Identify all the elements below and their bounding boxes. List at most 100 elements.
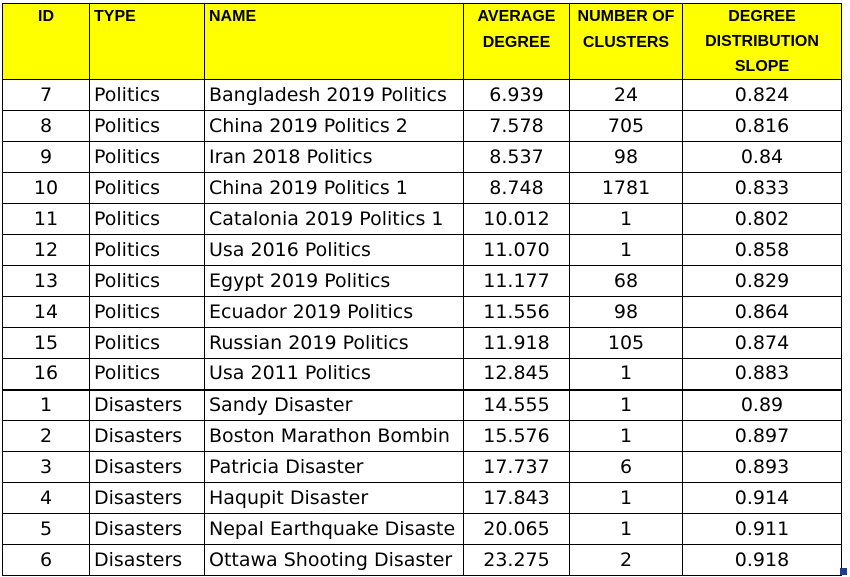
cell-type[interactable]: Politics [89,296,205,328]
cell-average-degree[interactable]: 20.065 [463,513,570,545]
cell-type[interactable]: Politics [89,79,205,111]
cell-type[interactable]: Politics [89,327,205,359]
cell-slope[interactable]: 0.802 [682,203,842,235]
cell-name[interactable]: Haqupit Disaster [204,482,464,514]
cell-name[interactable]: Nepal Earthquake Disaste [204,513,464,545]
cell-name[interactable]: Ottawa Shooting Disaster [204,544,464,576]
cell-clusters[interactable]: 6 [569,451,683,483]
cell-clusters[interactable]: 98 [569,296,683,328]
cell-id[interactable]: 11 [2,203,90,235]
cell-average-degree[interactable]: 11.918 [463,327,570,359]
cell-name[interactable]: China 2019 Politics 2 [204,110,464,142]
header-number-of-clusters[interactable]: NUMBER OF CLUSTERS [569,3,683,80]
cell-clusters[interactable]: 1781 [569,172,683,204]
cell-id[interactable]: 8 [2,110,90,142]
cell-id[interactable]: 7 [2,79,90,111]
cell-slope[interactable]: 0.883 [682,358,842,390]
cell-name[interactable]: Egypt 2019 Politics [204,265,464,297]
cell-slope[interactable]: 0.864 [682,296,842,328]
cell-type[interactable]: Politics [89,265,205,297]
cell-type[interactable]: Disasters [89,513,205,545]
cell-average-degree[interactable]: 17.737 [463,451,570,483]
cell-clusters[interactable]: 24 [569,79,683,111]
cell-average-degree[interactable]: 6.939 [463,79,570,111]
cell-id[interactable]: 1 [2,388,90,421]
cell-slope[interactable]: 0.897 [682,420,842,452]
header-average-degree[interactable]: AVERAGE DEGREE [463,3,570,80]
cell-id[interactable]: 3 [2,451,90,483]
cell-average-degree[interactable]: 8.748 [463,172,570,204]
header-type[interactable]: TYPE [89,3,205,80]
cell-name[interactable]: Russian 2019 Politics [204,327,464,359]
cell-type[interactable]: Politics [89,203,205,235]
cell-name[interactable]: Usa 2016 Politics [204,234,464,266]
cell-slope[interactable]: 0.833 [682,172,842,204]
cell-clusters[interactable]: 68 [569,265,683,297]
cell-name[interactable]: China 2019 Politics 1 [204,172,464,204]
cell-slope[interactable]: 0.858 [682,234,842,266]
cell-average-degree[interactable]: 8.537 [463,141,570,173]
cell-clusters[interactable]: 1 [569,513,683,545]
cell-type[interactable]: Disasters [89,482,205,514]
cell-average-degree[interactable]: 11.556 [463,296,570,328]
cell-average-degree[interactable]: 11.177 [463,265,570,297]
cell-slope[interactable]: 0.874 [682,327,842,359]
cell-id[interactable]: 14 [2,296,90,328]
cell-type[interactable]: Politics [89,141,205,173]
cell-name[interactable]: Patricia Disaster [204,451,464,483]
cell-id[interactable]: 2 [2,420,90,452]
cell-slope[interactable]: 0.893 [682,451,842,483]
cell-average-degree[interactable]: 10.012 [463,203,570,235]
cell-type[interactable]: Disasters [89,544,205,576]
header-name[interactable]: NAME [204,3,464,80]
cell-clusters[interactable]: 1 [569,482,683,514]
cell-average-degree[interactable]: 14.555 [463,388,570,421]
cell-name[interactable]: Iran 2018 Politics [204,141,464,173]
cell-average-degree[interactable]: 23.275 [463,544,570,576]
cell-slope[interactable]: 0.918 [682,544,842,576]
cell-type[interactable]: Disasters [89,420,205,452]
cell-type[interactable]: Disasters [89,451,205,483]
cell-average-degree[interactable]: 11.070 [463,234,570,266]
cell-slope[interactable]: 0.824 [682,79,842,111]
cell-id[interactable]: 16 [2,358,90,390]
cell-id[interactable]: 13 [2,265,90,297]
header-id[interactable]: ID [2,3,90,80]
cell-average-degree[interactable]: 12.845 [463,358,570,390]
cell-clusters[interactable]: 1 [569,234,683,266]
cell-clusters[interactable]: 1 [569,358,683,390]
cell-type[interactable]: Politics [89,110,205,142]
cell-name[interactable]: Bangladesh 2019 Politics [204,79,464,111]
cell-clusters[interactable]: 705 [569,110,683,142]
cell-average-degree[interactable]: 7.578 [463,110,570,142]
cell-clusters[interactable]: 2 [569,544,683,576]
cell-id[interactable]: 5 [2,513,90,545]
cell-type[interactable]: Politics [89,172,205,204]
cell-average-degree[interactable]: 17.843 [463,482,570,514]
cell-slope[interactable]: 0.84 [682,141,842,173]
cell-name[interactable]: Ecuador 2019 Politics [204,296,464,328]
cell-type[interactable]: Politics [89,358,205,390]
selection-fill-handle[interactable] [840,568,847,575]
cell-clusters[interactable]: 1 [569,420,683,452]
cell-type[interactable]: Politics [89,234,205,266]
cell-type[interactable]: Disasters [89,388,205,421]
cell-clusters[interactable]: 105 [569,327,683,359]
cell-slope[interactable]: 0.816 [682,110,842,142]
cell-slope[interactable]: 0.911 [682,513,842,545]
cell-name[interactable]: Usa 2011 Politics [204,358,464,390]
cell-name[interactable]: Sandy Disaster [204,388,464,421]
cell-name[interactable]: Boston Marathon Bombin [204,420,464,452]
cell-slope[interactable]: 0.914 [682,482,842,514]
cell-slope[interactable]: 0.89 [682,388,842,421]
cell-id[interactable]: 9 [2,141,90,173]
cell-clusters[interactable]: 1 [569,388,683,421]
header-degree-distribution-slope[interactable]: DEGREE DISTRIBUTION SLOPE [682,3,842,80]
cell-clusters[interactable]: 1 [569,203,683,235]
cell-slope[interactable]: 0.829 [682,265,842,297]
cell-id[interactable]: 10 [2,172,90,204]
cell-id[interactable]: 4 [2,482,90,514]
cell-id[interactable]: 12 [2,234,90,266]
cell-name[interactable]: Catalonia 2019 Politics 1 [204,203,464,235]
cell-average-degree[interactable]: 15.576 [463,420,570,452]
